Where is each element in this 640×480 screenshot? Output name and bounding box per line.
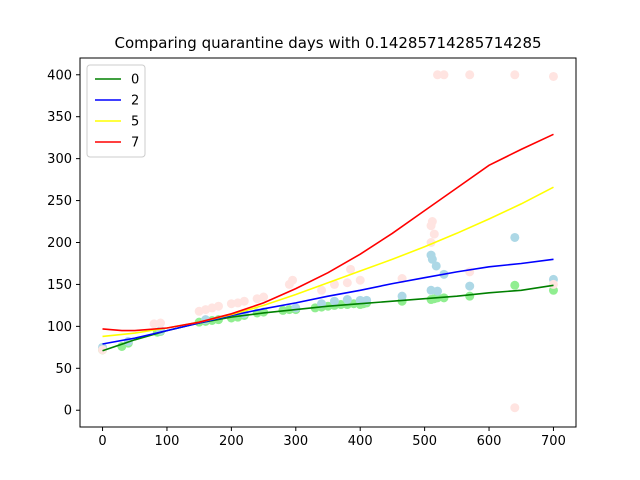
- series-line-0: [102, 284, 554, 352]
- lines-layer: [102, 133, 554, 352]
- y-tick-label: 200: [47, 236, 72, 251]
- legend-label-5: 5: [131, 115, 139, 130]
- scatter-point: [355, 275, 365, 285]
- scatter-point: [342, 278, 352, 288]
- y-tick-label: 300: [47, 152, 72, 167]
- scatter-point: [548, 279, 558, 289]
- y-tick-label: 350: [47, 110, 72, 125]
- x-tick-label: 100: [155, 434, 180, 449]
- ticks-layer: 0 100 200 300 400 500 600 700050100150200250300…: [47, 68, 566, 449]
- series-line-2: [102, 258, 554, 345]
- scatter-point: [342, 295, 352, 305]
- scatter-point: [291, 303, 301, 313]
- scatter-point: [156, 318, 166, 328]
- scatter-point: [431, 261, 441, 271]
- scatter-point: [439, 70, 449, 80]
- scatter-point: [355, 295, 365, 305]
- scatter-point: [510, 280, 520, 290]
- x-tick-label: 500: [412, 434, 437, 449]
- scatter-point: [259, 292, 269, 302]
- x-tick-label: 700: [541, 434, 566, 449]
- scatter-point: [427, 217, 437, 227]
- scatter-point: [329, 296, 339, 306]
- x-tick-label: 200: [219, 434, 244, 449]
- x-tick-label: 400: [348, 434, 373, 449]
- legend-label-2: 2: [131, 94, 139, 109]
- y-tick-label: 50: [55, 362, 72, 377]
- y-tick-label: 150: [47, 278, 72, 293]
- scatter-point: [429, 229, 439, 239]
- scatter-point: [288, 275, 298, 285]
- y-tick-label: 0: [64, 404, 72, 419]
- scatter-point: [329, 279, 339, 289]
- chart-title: Comparing quarantine days with 0.1428571…: [114, 34, 541, 52]
- y-tick-label: 250: [47, 194, 72, 209]
- scatter-point: [213, 301, 223, 311]
- scatter-point: [397, 291, 407, 301]
- scatter-point: [433, 70, 443, 80]
- scatter-point: [548, 71, 558, 81]
- scatter-point: [427, 254, 437, 264]
- scatter-point: [465, 281, 475, 291]
- scatter-layer: [98, 70, 558, 413]
- legend: 0 2 5 7: [86, 64, 146, 158]
- scatter-point: [465, 291, 475, 301]
- scatter-point: [510, 232, 520, 242]
- scatter-point: [510, 70, 520, 80]
- legend-box: [86, 64, 146, 158]
- scatter-point: [510, 403, 520, 413]
- series-line-7: [102, 133, 554, 332]
- y-tick-label: 400: [47, 68, 72, 83]
- scatter-point: [465, 70, 475, 80]
- legend-label-7: 7: [131, 136, 139, 151]
- scatter-point: [433, 286, 443, 296]
- scatter-point: [317, 285, 327, 295]
- x-tick-label: 300: [283, 434, 308, 449]
- series-line-5: [102, 186, 554, 338]
- scatter-point: [346, 264, 356, 274]
- x-tick-label: 0: [98, 434, 106, 449]
- x-tick-label: 600: [477, 434, 502, 449]
- legend-label-0: 0: [131, 73, 139, 88]
- plot-frame: [79, 57, 577, 428]
- scatter-point: [239, 296, 249, 306]
- y-tick-label: 100: [47, 320, 72, 335]
